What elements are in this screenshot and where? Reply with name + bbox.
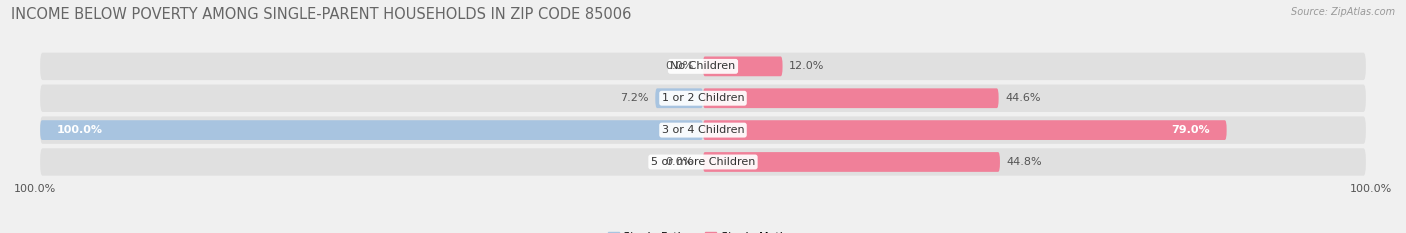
Text: 0.0%: 0.0% <box>665 61 693 71</box>
Text: 100.0%: 100.0% <box>1350 184 1392 194</box>
FancyBboxPatch shape <box>655 88 703 108</box>
Text: 44.8%: 44.8% <box>1007 157 1042 167</box>
FancyBboxPatch shape <box>703 56 783 76</box>
Text: 44.6%: 44.6% <box>1005 93 1040 103</box>
Text: No Children: No Children <box>671 61 735 71</box>
FancyBboxPatch shape <box>41 120 703 140</box>
Text: 3 or 4 Children: 3 or 4 Children <box>662 125 744 135</box>
Legend: Single Father, Single Mother: Single Father, Single Mother <box>603 227 803 233</box>
Text: 1 or 2 Children: 1 or 2 Children <box>662 93 744 103</box>
Text: INCOME BELOW POVERTY AMONG SINGLE-PARENT HOUSEHOLDS IN ZIP CODE 85006: INCOME BELOW POVERTY AMONG SINGLE-PARENT… <box>11 7 631 22</box>
Text: 100.0%: 100.0% <box>14 184 56 194</box>
FancyBboxPatch shape <box>41 85 1365 112</box>
FancyBboxPatch shape <box>41 116 1365 144</box>
Text: 100.0%: 100.0% <box>56 125 103 135</box>
Text: 7.2%: 7.2% <box>620 93 648 103</box>
Text: 79.0%: 79.0% <box>1171 125 1211 135</box>
FancyBboxPatch shape <box>703 88 998 108</box>
Text: Source: ZipAtlas.com: Source: ZipAtlas.com <box>1291 7 1395 17</box>
Text: 5 or more Children: 5 or more Children <box>651 157 755 167</box>
Text: 12.0%: 12.0% <box>789 61 824 71</box>
FancyBboxPatch shape <box>703 120 1226 140</box>
FancyBboxPatch shape <box>703 152 1000 172</box>
FancyBboxPatch shape <box>41 53 1365 80</box>
FancyBboxPatch shape <box>41 148 1365 176</box>
Text: 0.0%: 0.0% <box>665 157 693 167</box>
